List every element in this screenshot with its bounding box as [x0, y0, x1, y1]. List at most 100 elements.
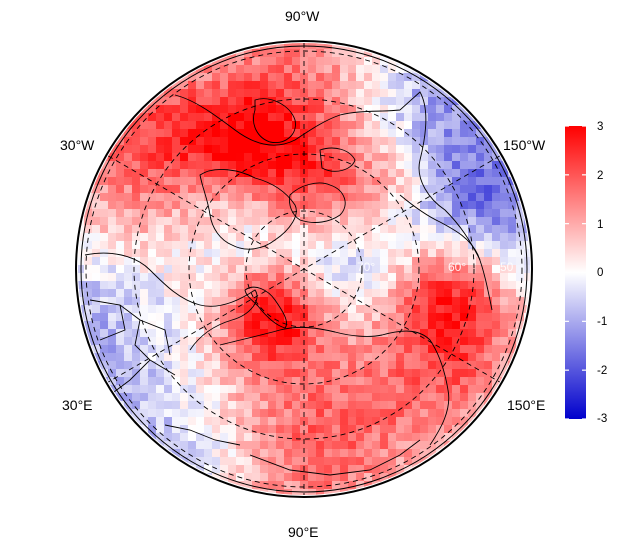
anomaly-cell — [316, 265, 325, 274]
anomaly-cell — [212, 161, 221, 170]
anomaly-cell — [260, 425, 269, 434]
anomaly-cell — [516, 225, 525, 234]
anomaly-cell — [428, 449, 437, 458]
anomaly-cell — [140, 265, 149, 274]
anomaly-cell — [428, 273, 437, 282]
anomaly-cell — [396, 193, 405, 202]
anomaly-cell — [156, 417, 165, 426]
anomaly-cell — [332, 281, 341, 290]
anomaly-cell — [308, 361, 317, 370]
anomaly-cell — [396, 209, 405, 218]
anomaly-cell — [252, 233, 261, 242]
anomaly-cell — [204, 361, 213, 370]
anomaly-cell — [180, 465, 189, 474]
anomaly-cell — [220, 225, 229, 234]
anomaly-cell — [204, 73, 213, 82]
anomaly-cell — [428, 401, 437, 410]
anomaly-cell — [284, 369, 293, 378]
anomaly-cell — [92, 257, 101, 266]
anomaly-cell — [308, 369, 317, 378]
anomaly-cell — [404, 145, 413, 154]
anomaly-cell — [116, 249, 125, 258]
anomaly-cell — [404, 417, 413, 426]
anomaly-cell — [164, 353, 173, 362]
anomaly-cell — [308, 113, 317, 122]
anomaly-cell — [340, 457, 349, 466]
anomaly-cell — [260, 409, 269, 418]
anomaly-cell — [132, 321, 141, 330]
anomaly-cell — [460, 377, 469, 386]
anomaly-cell — [212, 313, 221, 322]
anomaly-cell — [316, 337, 325, 346]
anomaly-cell — [460, 129, 469, 138]
anomaly-cell — [500, 329, 509, 338]
anomaly-cell — [268, 321, 277, 330]
anomaly-cell — [420, 97, 429, 106]
anomaly-cell — [420, 169, 429, 178]
anomaly-cell — [220, 433, 229, 442]
anomaly-cell — [244, 233, 253, 242]
anomaly-cell — [148, 249, 157, 258]
anomaly-cell — [236, 345, 245, 354]
anomaly-cell — [268, 265, 277, 274]
anomaly-cell — [164, 425, 173, 434]
anomaly-cell — [324, 265, 333, 274]
anomaly-cell — [204, 425, 213, 434]
anomaly-cell — [388, 97, 397, 106]
anomaly-cell — [356, 465, 365, 474]
anomaly-cell — [412, 265, 421, 274]
anomaly-cell — [300, 425, 309, 434]
anomaly-cell — [420, 153, 429, 162]
anomaly-cell — [148, 361, 157, 370]
anomaly-cell — [492, 305, 501, 314]
anomaly-cell — [292, 401, 301, 410]
anomaly-cell — [132, 289, 141, 298]
anomaly-cell — [180, 433, 189, 442]
anomaly-cell — [356, 289, 365, 298]
anomaly-cell — [340, 257, 349, 266]
anomaly-cell — [332, 225, 341, 234]
anomaly-cell — [172, 417, 181, 426]
anomaly-cell — [212, 153, 221, 162]
anomaly-cell — [284, 89, 293, 98]
anomaly-cell — [420, 185, 429, 194]
anomaly-cell — [420, 321, 429, 330]
anomaly-cell — [428, 209, 437, 218]
anomaly-cell — [388, 289, 397, 298]
anomaly-cell — [364, 385, 373, 394]
anomaly-cell — [172, 201, 181, 210]
anomaly-cell — [452, 417, 461, 426]
anomaly-cell — [404, 361, 413, 370]
anomaly-cell — [348, 265, 357, 274]
anomaly-cell — [380, 129, 389, 138]
anomaly-cell — [268, 305, 277, 314]
anomaly-cell — [436, 89, 445, 98]
anomaly-cell — [364, 425, 373, 434]
anomaly-cell — [300, 441, 309, 450]
anomaly-cell — [268, 489, 277, 495]
anomaly-cell — [260, 433, 269, 442]
anomaly-cell — [404, 241, 413, 250]
anomaly-cell — [284, 441, 293, 450]
anomaly-cell — [412, 97, 421, 106]
anomaly-cell — [324, 81, 333, 90]
anomaly-cell — [252, 153, 261, 162]
anomaly-cell — [84, 329, 93, 338]
anomaly-cell — [228, 489, 237, 495]
anomaly-cell — [340, 353, 349, 362]
anomaly-cell — [316, 345, 325, 354]
anomaly-cell — [396, 113, 405, 122]
anomaly-cell — [164, 401, 173, 410]
anomaly-cell — [364, 57, 373, 66]
anomaly-cell — [228, 153, 237, 162]
anomaly-cell — [340, 417, 349, 426]
anomaly-cell — [476, 265, 485, 274]
anomaly-cell — [108, 169, 117, 178]
anomaly-cell — [100, 361, 109, 370]
anomaly-cell — [228, 73, 237, 82]
anomaly-cell — [268, 89, 277, 98]
anomaly-cell — [236, 321, 245, 330]
anomaly-cell — [436, 417, 445, 426]
anomaly-cell — [204, 377, 213, 386]
anomaly-cell — [140, 329, 149, 338]
